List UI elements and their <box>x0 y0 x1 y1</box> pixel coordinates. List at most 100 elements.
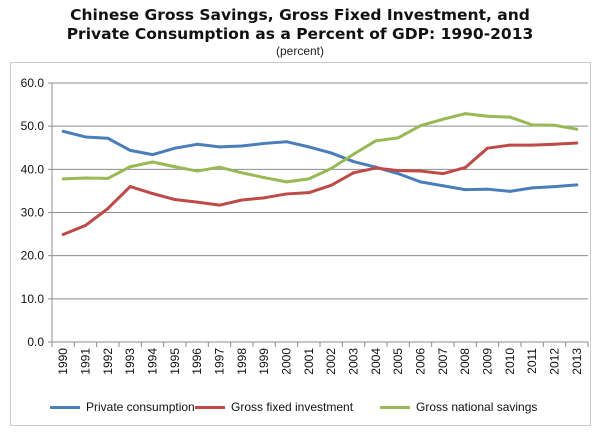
data-point <box>151 192 154 196</box>
series-line-gross-national-savings <box>63 112 578 184</box>
data-point <box>218 165 221 169</box>
x-tick-label: 2004 <box>369 348 383 375</box>
series-line-gross-fixed-investment <box>62 141 577 236</box>
data-point <box>151 153 154 157</box>
x-tick-label: 2008 <box>458 348 472 375</box>
data-point <box>195 169 199 173</box>
y-tick-label: 10.0 <box>21 292 45 306</box>
data-point <box>419 180 422 184</box>
chart-title-line2: Private Consumption as a Percent of GDP:… <box>66 25 534 43</box>
x-tick-label: 2006 <box>414 348 428 375</box>
x-tick-label: 2005 <box>391 348 405 375</box>
data-point <box>553 142 556 146</box>
data-point <box>441 117 445 121</box>
x-tick-label: 2002 <box>324 348 338 375</box>
x-tick-label: 2013 <box>570 348 584 375</box>
data-point <box>106 207 110 211</box>
data-point <box>307 191 311 195</box>
data-point <box>173 146 177 150</box>
data-point <box>463 166 467 170</box>
y-tick-label: 40.0 <box>21 162 45 176</box>
data-point <box>575 183 579 187</box>
data-point <box>285 192 288 196</box>
x-tick-label: 1998 <box>235 348 249 375</box>
legend-label: Private consumption <box>86 400 195 414</box>
data-point <box>553 185 556 189</box>
data-point <box>61 233 65 237</box>
data-point <box>396 172 400 176</box>
data-point <box>262 176 266 180</box>
data-point <box>285 140 288 144</box>
x-tick-label: 2001 <box>302 348 316 375</box>
legend-label: Gross fixed investment <box>231 400 354 414</box>
data-point <box>218 203 221 207</box>
data-point <box>84 135 87 139</box>
y-tick-label: 60.0 <box>21 76 45 90</box>
data-point <box>218 145 221 149</box>
legend-item: Private consumption <box>50 400 195 414</box>
data-point <box>128 165 132 169</box>
chart-frame <box>10 62 591 426</box>
data-point <box>61 129 65 133</box>
data-point <box>329 166 333 170</box>
x-tick-label: 2007 <box>436 348 450 375</box>
y-tick-label: 50.0 <box>21 119 45 133</box>
series-line-private-consumption <box>62 129 577 193</box>
x-tick-label: 2011 <box>525 348 539 374</box>
data-point <box>262 141 266 145</box>
data-point <box>61 177 65 181</box>
legend-swatch <box>380 405 410 409</box>
data-point <box>530 143 534 147</box>
data-point <box>396 136 400 140</box>
data-point <box>419 124 422 128</box>
x-tick-label: 1990 <box>56 348 70 375</box>
data-point <box>84 176 87 180</box>
chart-subtitle: (percent) <box>275 44 325 58</box>
data-point <box>329 183 333 187</box>
data-point <box>106 136 110 140</box>
legend-swatch <box>50 405 80 409</box>
x-tick-label: 1993 <box>123 348 137 375</box>
y-tick-label: 30.0 <box>21 206 45 220</box>
data-point <box>530 123 534 127</box>
data-point <box>329 151 333 155</box>
data-point <box>508 143 512 147</box>
data-point <box>128 148 132 152</box>
data-point <box>151 160 154 164</box>
data-point <box>240 198 244 202</box>
x-tick-label: 1996 <box>190 348 204 375</box>
data-point <box>396 169 400 173</box>
data-point <box>374 166 378 170</box>
y-tick-label: 20.0 <box>21 249 45 263</box>
data-point <box>307 177 311 181</box>
y-tick-label: 0.0 <box>27 335 44 349</box>
x-tick-label: 2009 <box>481 348 495 375</box>
data-point <box>240 171 244 175</box>
data-point <box>307 145 311 149</box>
data-point <box>84 223 87 227</box>
data-point <box>195 142 199 146</box>
x-tick-label: 1999 <box>257 348 271 375</box>
data-point <box>463 188 467 192</box>
x-tick-label: 2000 <box>280 348 294 375</box>
data-point <box>419 169 422 173</box>
data-point <box>441 172 445 176</box>
legend-item: Gross fixed investment <box>195 400 353 414</box>
data-point <box>486 114 489 118</box>
x-tick-label: 2012 <box>548 348 562 375</box>
x-tick-label: 1995 <box>168 348 182 375</box>
data-point <box>486 146 489 150</box>
data-point <box>352 171 355 175</box>
data-point <box>530 186 534 190</box>
x-tick-label: 2010 <box>503 348 517 375</box>
data-point <box>106 176 110 180</box>
legend-swatch <box>195 405 225 409</box>
x-tick-label: 1992 <box>101 348 115 375</box>
data-point <box>352 152 355 156</box>
chart-title-line1: Chinese Gross Savings, Gross Fixed Inves… <box>70 6 530 24</box>
data-point <box>173 165 177 169</box>
data-point <box>486 187 489 191</box>
legend-item: Gross national savings <box>380 400 537 414</box>
